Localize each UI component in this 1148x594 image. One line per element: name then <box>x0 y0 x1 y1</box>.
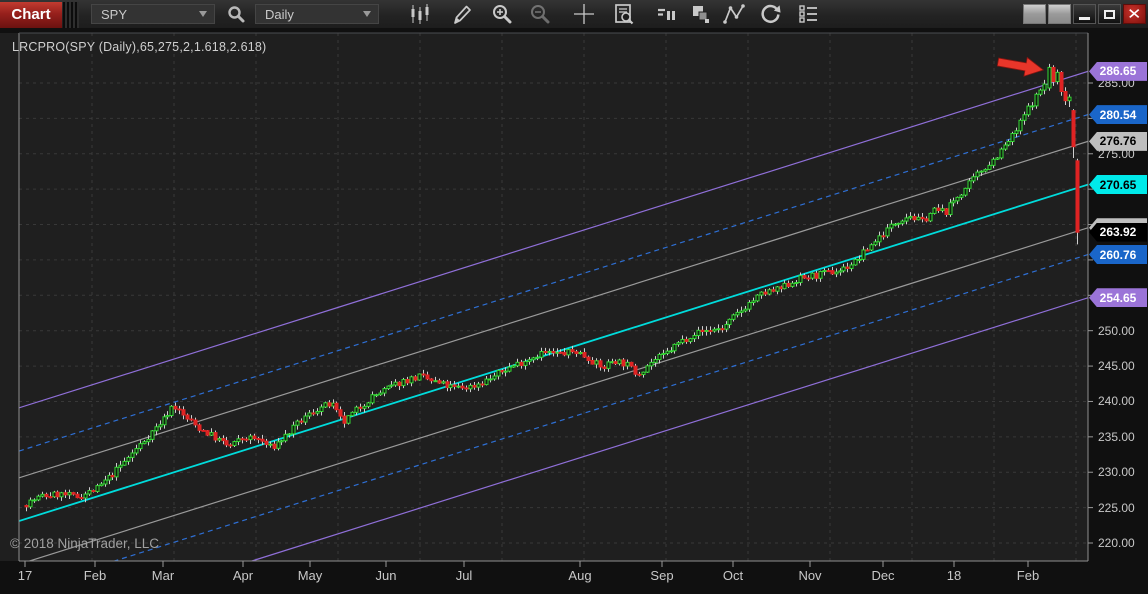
chart-canvas[interactable]: LRCPRO(SPY (Daily),65,275,2,1.618,2.618)… <box>0 28 1148 594</box>
time-axis-label: Jun <box>375 568 397 583</box>
instrument-search-button[interactable] <box>221 2 251 26</box>
panels-button[interactable] <box>685 2 715 26</box>
executions-button[interactable] <box>651 2 681 26</box>
minimize-button[interactable] <box>1073 4 1096 24</box>
zoom-out-icon <box>531 5 550 24</box>
minimize-icon <box>1079 17 1090 20</box>
candlestick-style-icon <box>411 4 429 24</box>
copyright-label: © 2018 NinjaTrader, LLC <box>10 536 160 551</box>
price-axis-tick-label: 250.00 <box>1098 323 1135 338</box>
arrow-annotation[interactable] <box>996 53 1045 80</box>
chart-style-button[interactable] <box>405 2 435 26</box>
maximize-button[interactable] <box>1098 4 1121 24</box>
data-box-button[interactable] <box>609 2 639 26</box>
close-button[interactable]: ✕ <box>1123 4 1146 24</box>
last-price-tag: 263.92 <box>1089 222 1147 242</box>
time-axis-label: Jul <box>455 568 473 583</box>
pencil-icon <box>454 5 471 24</box>
channel-level-tag: 286.65 <box>1089 61 1147 81</box>
time-axis-label: Mar <box>151 568 175 583</box>
time-axis-label: Feb <box>83 568 107 583</box>
chevron-down-icon <box>363 11 372 17</box>
price-axis-tick-label: 235.00 <box>1098 429 1135 444</box>
channel-level-tag: 280.54 <box>1089 105 1147 125</box>
zoom-out-button[interactable] <box>525 2 555 26</box>
time-axis-label: Nov <box>798 568 822 583</box>
time-axis-label: Aug <box>568 568 592 583</box>
time-axis-label: 17 <box>17 568 33 583</box>
chevron-down-icon <box>199 11 208 17</box>
time-axis-label: Sep <box>650 568 674 583</box>
data-box-icon <box>615 4 634 25</box>
zigzag-pattern-button[interactable] <box>719 2 749 26</box>
drawing-tools-button[interactable] <box>447 2 477 26</box>
price-axis-tick-label: 245.00 <box>1098 359 1135 374</box>
channel-level-tag: 260.76 <box>1089 245 1147 265</box>
crosshair-icon <box>574 4 594 24</box>
reload-button[interactable] <box>755 2 785 26</box>
period-value: Daily <box>265 6 294 22</box>
instrument-select[interactable]: SPY <box>91 4 215 24</box>
close-icon: ✕ <box>1127 5 1142 23</box>
executions-icon <box>658 8 675 20</box>
channel-level-tag: 276.76 <box>1089 131 1147 151</box>
reload-icon <box>760 4 781 23</box>
price-axis-tick-label: 230.00 <box>1098 465 1135 480</box>
zigzag-icon <box>723 4 745 24</box>
time-axis-label: May <box>297 568 323 583</box>
window-controls: ✕ <box>1021 4 1148 24</box>
period-select[interactable]: Daily <box>255 4 379 24</box>
toolbar-grip[interactable] <box>63 1 79 28</box>
properties-list-icon <box>799 5 817 23</box>
time-axis-label: Feb <box>1016 568 1040 583</box>
properties-button[interactable] <box>793 2 823 26</box>
search-icon <box>228 6 245 23</box>
window-tab-button-1[interactable] <box>1023 4 1046 24</box>
window-tab-button-2[interactable] <box>1048 4 1071 24</box>
zoom-in-icon <box>493 5 512 24</box>
channel-level-tag: 270.65 <box>1089 175 1147 195</box>
price-axis-tick-label: 220.00 <box>1098 535 1135 550</box>
time-axis-label: Dec <box>871 568 895 583</box>
time-axis-label: Apr <box>232 568 254 583</box>
window-title-tab[interactable]: Chart <box>0 1 62 28</box>
time-axis-label: 18 <box>946 568 962 583</box>
indicator-label: LRCPRO(SPY (Daily),65,275,2,1.618,2.618) <box>12 40 267 54</box>
zoom-in-button[interactable] <box>487 2 517 26</box>
toolbar: Chart SPY Daily <box>0 0 1148 28</box>
channel-level-tag: 254.65 <box>1089 288 1147 308</box>
maximize-icon <box>1104 9 1115 19</box>
crosshair-button[interactable] <box>569 2 599 26</box>
price-axis-tick-label: 225.00 <box>1098 500 1135 515</box>
price-axis-tick-label: 240.00 <box>1098 394 1135 409</box>
panels-icon <box>693 6 709 23</box>
price-plot[interactable] <box>0 28 1148 594</box>
instrument-value: SPY <box>101 6 128 22</box>
time-axis-label: Oct <box>722 568 744 583</box>
